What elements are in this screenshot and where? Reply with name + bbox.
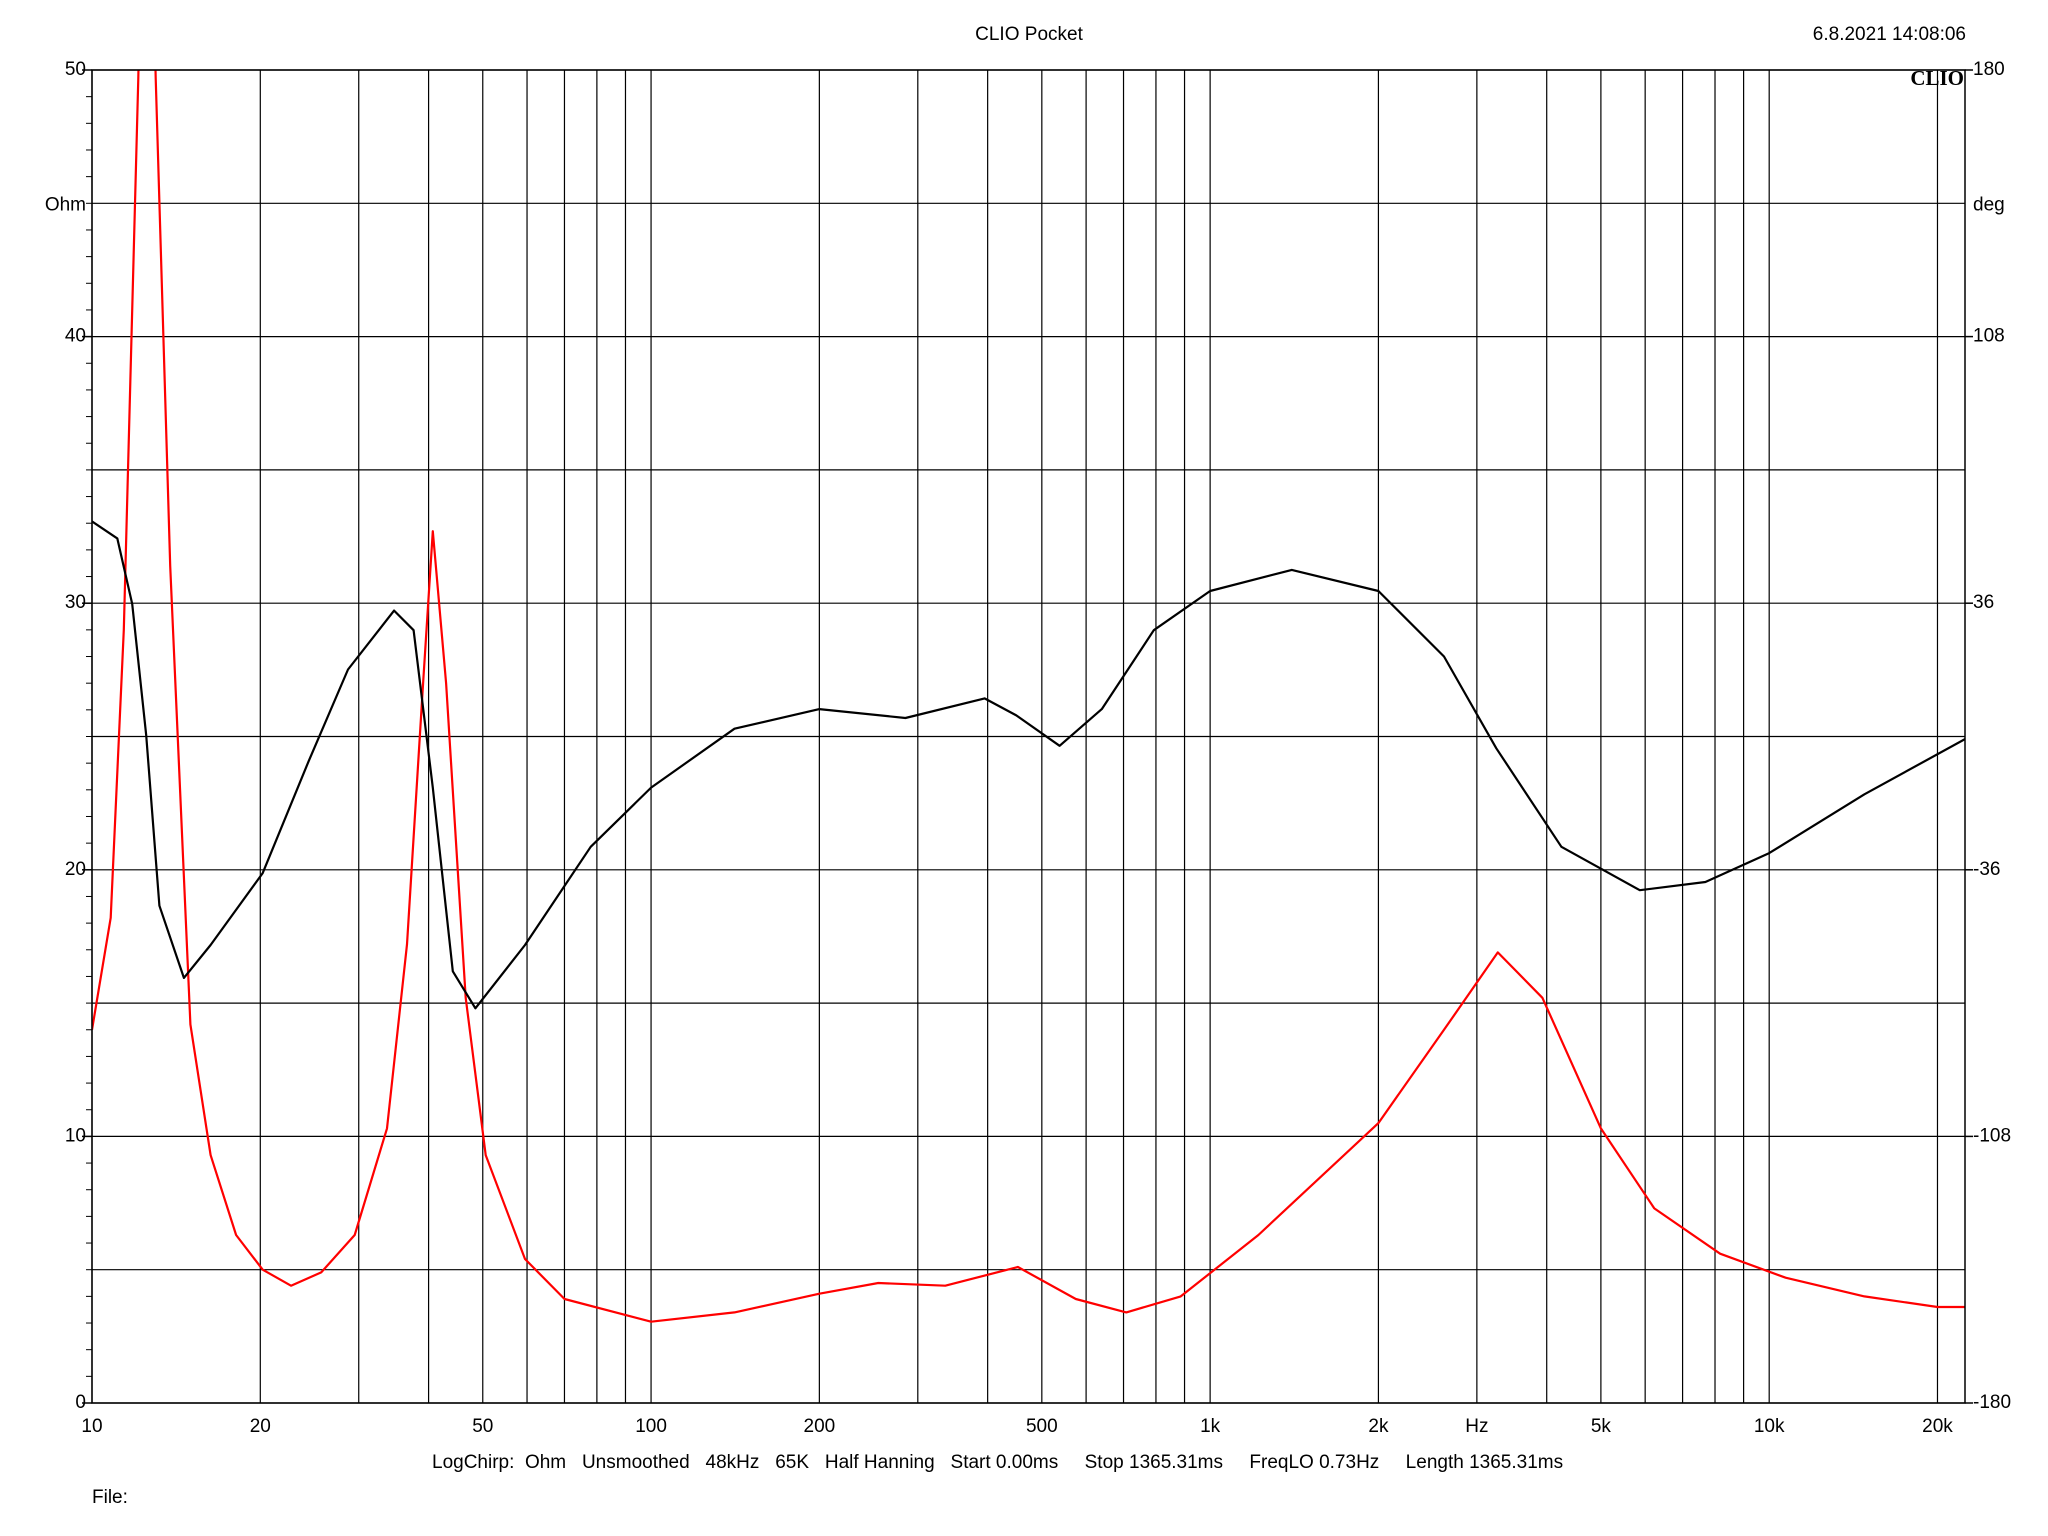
x-tick-label: 10k xyxy=(1754,1416,1785,1437)
series-line xyxy=(92,70,1965,1323)
x-tick-label: 50 xyxy=(472,1416,493,1437)
y-tick-label: 0 xyxy=(75,1392,86,1413)
y-tick-label: 20 xyxy=(65,859,86,880)
grid xyxy=(82,69,1973,1404)
plot-frame xyxy=(91,69,1966,1404)
y2-tick-label: -180 xyxy=(1973,1392,2011,1413)
curves xyxy=(92,70,1965,1323)
x-tick-label: 100 xyxy=(635,1416,667,1437)
y2-unit: deg xyxy=(1973,194,2005,215)
x-tick-label: 200 xyxy=(804,1416,836,1437)
settings-line: LogChirp: Ohm Unsmoothed 48kHz 65K Half … xyxy=(432,1452,1563,1473)
x-tick-label: 2k xyxy=(1368,1416,1389,1437)
y2-tick-label: 36 xyxy=(1973,592,1994,613)
chart-title: CLIO Pocket xyxy=(975,24,1083,45)
y-tick-label: 40 xyxy=(65,326,86,347)
y-tick-label: 30 xyxy=(65,592,86,613)
x-tick-label: 10 xyxy=(81,1416,102,1437)
x-tick-label: 1k xyxy=(1200,1416,1221,1437)
y2-tick-label: 108 xyxy=(1973,326,2005,347)
y2-tick-label: 180 xyxy=(1973,59,2005,80)
y-tick-label: 10 xyxy=(65,1125,86,1146)
y-tick-label: 50 xyxy=(65,59,86,80)
x-tick-label: 5k xyxy=(1591,1416,1612,1437)
y2-tick-label: -36 xyxy=(1973,859,2000,880)
y2-tick-label: -108 xyxy=(1973,1125,2011,1146)
x-tick-label: 20 xyxy=(250,1416,271,1437)
x-unit: Hz xyxy=(1465,1416,1488,1437)
file-label: File: xyxy=(92,1487,128,1508)
timestamp: 6.8.2021 14:08:06 xyxy=(1813,24,1966,45)
series-line xyxy=(92,520,1965,1010)
y-unit: Ohm xyxy=(45,194,86,215)
x-tick-label: 20k xyxy=(1922,1416,1953,1437)
x-tick-label: 500 xyxy=(1026,1416,1058,1437)
